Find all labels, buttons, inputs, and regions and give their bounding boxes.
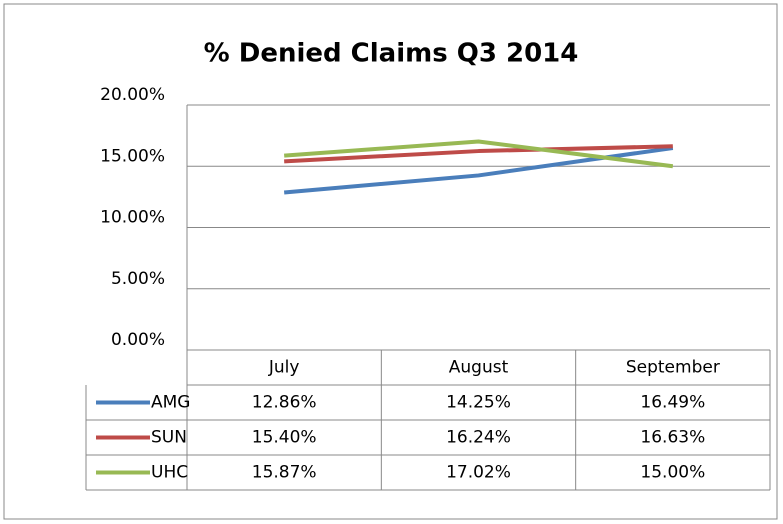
data-label: 15.40%: [252, 428, 317, 448]
data-label: 12.86%: [252, 393, 317, 413]
legend-label: SUN: [151, 428, 187, 448]
series-line: [284, 144, 673, 164]
x-tick-label: August: [449, 358, 509, 378]
chart-border: [3, 3, 778, 520]
data-label: 14.25%: [446, 393, 511, 413]
legend-label: AMG: [151, 393, 190, 413]
x-tick-label: September: [626, 358, 720, 378]
data-label: 16.24%: [446, 428, 511, 448]
data-label: 16.49%: [640, 393, 705, 413]
x-tick-label: July: [268, 358, 300, 378]
y-tick-label: 0.00%: [111, 330, 165, 350]
chart-title: % Denied Claims Q3 2014: [204, 39, 579, 69]
data-label: 17.02%: [446, 463, 511, 483]
legend-label: UHC: [151, 463, 188, 483]
series-line: [284, 139, 674, 169]
data-label: 15.00%: [640, 463, 705, 483]
y-tick-label: 15.00%: [100, 146, 165, 166]
data-label: 16.63%: [640, 428, 705, 448]
y-tick-label: 20.00%: [100, 85, 165, 105]
y-tick-label: 10.00%: [100, 208, 165, 228]
data-label: 15.87%: [252, 463, 317, 483]
y-tick-label: 5.00%: [111, 269, 165, 289]
